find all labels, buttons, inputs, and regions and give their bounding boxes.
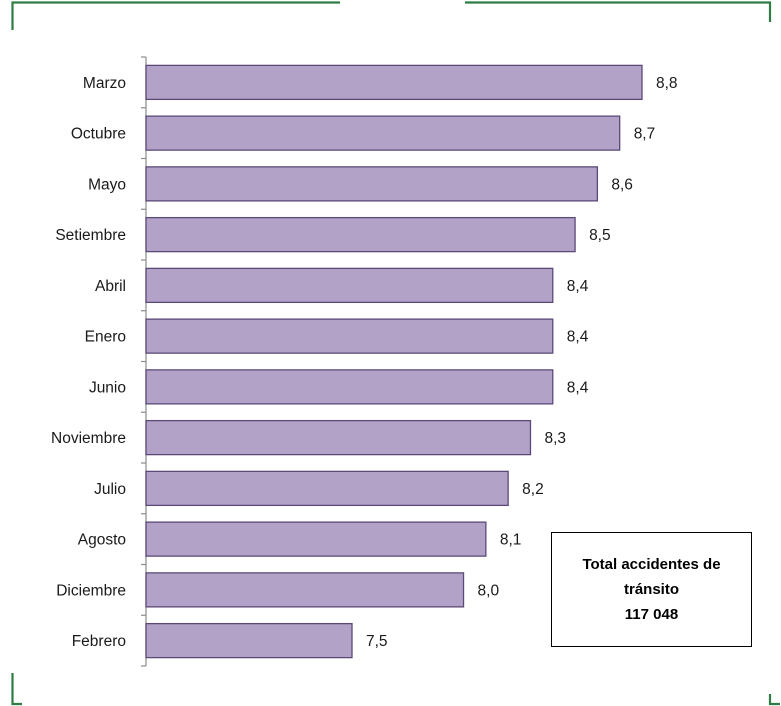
data-label: 8,4 (567, 329, 589, 346)
category-label: Diciembre (56, 582, 126, 599)
data-label: 8,3 (544, 430, 566, 447)
data-label: 8,8 (656, 75, 678, 92)
label-layer: Marzo 8,8 Octubre 8,7 Mayo 8,6 Setiembre 8,5 Abr… (51, 75, 678, 650)
category-label: Marzo (83, 75, 126, 92)
data-label: 8,1 (500, 532, 522, 549)
data-label: 8,0 (478, 582, 500, 599)
bar-junio (145, 369, 554, 405)
data-label: 8,7 (634, 126, 656, 143)
frame-top-left-corner (11, 1, 24, 30)
category-label: Abril (95, 278, 126, 295)
bar-setiembre (145, 216, 576, 253)
axis-layer (141, 56, 147, 667)
bar-layer (145, 64, 643, 659)
frame-top-right-segment (465, 1, 772, 22)
bar-diciembre (145, 572, 465, 608)
bar-agosto (145, 521, 487, 557)
bar-julio (145, 470, 509, 507)
category-label: Setiembre (55, 227, 126, 244)
bar-noviembre (145, 419, 532, 456)
category-label: Mayo (88, 176, 126, 193)
category-label: Agosto (78, 532, 126, 549)
category-label: Febrero (72, 633, 126, 650)
category-label: Junio (89, 379, 126, 396)
data-label: 7,5 (366, 633, 388, 650)
data-label: 8,2 (522, 481, 544, 498)
bar-abril (145, 267, 554, 304)
total-box-line-1: Total accidentes de (582, 556, 721, 573)
total-accidents-box: Total accidentes de tránsito 117 048 (551, 532, 752, 647)
data-label: 8,4 (567, 379, 589, 396)
data-label: 8,4 (567, 278, 589, 295)
category-label: Noviembre (51, 430, 126, 447)
bar-febrero (145, 622, 353, 659)
bar-marzo (145, 64, 643, 101)
category-label: Octubre (71, 126, 126, 143)
data-label: 8,5 (589, 227, 611, 244)
total-box-line-2: tránsito (623, 581, 679, 598)
frame-bottom-left-corner (11, 673, 22, 706)
bar-octubre (145, 115, 621, 151)
data-label: 8,6 (611, 176, 633, 193)
bar-enero (145, 318, 554, 354)
bar-mayo (145, 166, 599, 202)
category-label: Julio (94, 481, 126, 498)
category-label: Enero (85, 329, 126, 346)
frame-bottom-right-corner (768, 694, 780, 706)
total-box-total-value: 117 048 (624, 606, 679, 623)
